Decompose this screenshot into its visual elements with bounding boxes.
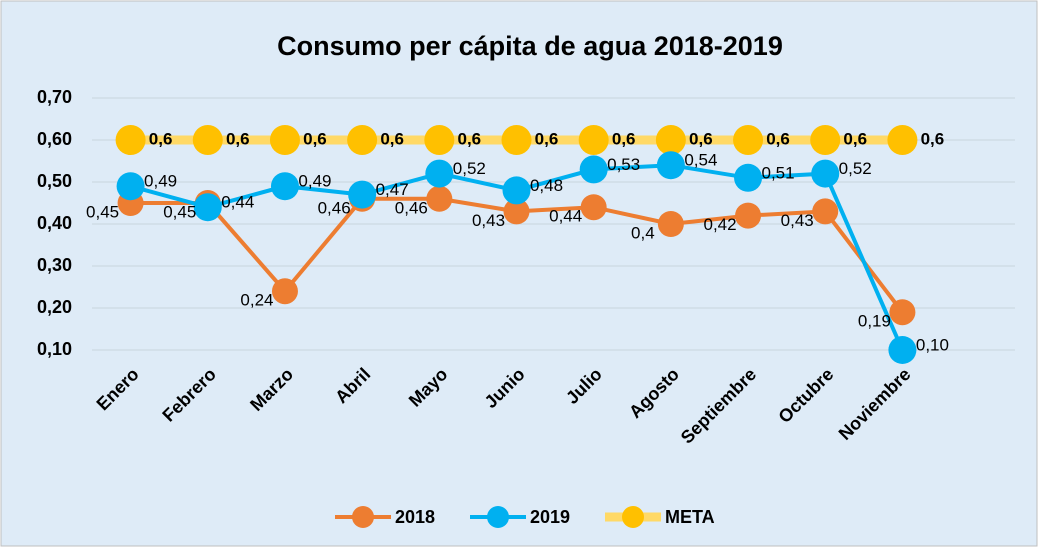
data-label: 0,6: [149, 129, 173, 148]
point-marker: [348, 180, 377, 209]
data-label: 0,6: [457, 129, 481, 148]
data-label: 0,44: [221, 193, 254, 212]
y-tick-label: 0,20: [37, 297, 72, 317]
legend-label: 2019: [530, 507, 570, 527]
point-marker: [270, 172, 299, 201]
data-label: 0,6: [689, 129, 713, 148]
legend-marker: [487, 506, 509, 528]
point-marker: [193, 193, 222, 222]
data-label: 0,53: [607, 155, 640, 174]
point-marker: [115, 125, 146, 155]
point-marker: [271, 278, 298, 305]
data-label: 0,46: [395, 198, 428, 217]
data-label: 0,19: [858, 312, 891, 331]
data-label: 0,43: [472, 211, 505, 230]
y-tick-label: 0,50: [37, 171, 72, 191]
point-marker: [656, 151, 685, 180]
data-label: 0,43: [781, 211, 814, 230]
data-label: 0,6: [612, 129, 636, 148]
data-label: 0,42: [703, 215, 736, 234]
point-marker: [580, 194, 607, 221]
point-marker: [503, 198, 530, 225]
y-tick-label: 0,60: [37, 129, 72, 149]
data-label: 0,46: [318, 198, 351, 217]
y-tick-label: 0,40: [37, 213, 72, 233]
point-marker: [425, 159, 454, 188]
point-marker: [424, 125, 455, 155]
data-label: 0,6: [380, 129, 404, 148]
data-label: 0,45: [163, 202, 196, 221]
point-marker: [887, 125, 918, 155]
y-tick-label: 0,30: [37, 255, 72, 275]
legend-marker: [622, 506, 644, 528]
point-marker: [192, 125, 223, 155]
data-label: 0,6: [303, 129, 327, 148]
data-label: 0,52: [839, 159, 872, 178]
point-marker: [733, 125, 764, 155]
data-label: 0,4: [631, 223, 655, 242]
legend-label: META: [665, 507, 715, 527]
point-marker: [116, 172, 145, 201]
point-marker: [811, 159, 840, 188]
point-marker: [812, 198, 839, 225]
point-marker: [657, 211, 684, 237]
data-label: 0,6: [921, 129, 945, 148]
point-marker: [888, 336, 917, 364]
data-label: 0,51: [761, 163, 794, 182]
point-marker: [889, 299, 916, 326]
point-marker: [578, 125, 609, 155]
point-marker: [579, 155, 608, 184]
data-label: 0,6: [535, 129, 559, 148]
point-marker: [502, 176, 531, 205]
data-label: 0,6: [226, 129, 250, 148]
data-label: 0,45: [86, 202, 119, 221]
data-label: 0,54: [684, 151, 717, 170]
point-marker: [655, 125, 686, 155]
data-label: 0,44: [549, 207, 582, 226]
point-marker: [735, 202, 762, 229]
legend-marker: [352, 506, 374, 528]
data-label: 0,49: [144, 172, 177, 191]
point-marker: [347, 125, 378, 155]
point-marker: [269, 125, 300, 155]
legend-label: 2018: [395, 507, 435, 527]
point-marker: [426, 185, 453, 212]
point-marker: [810, 125, 841, 155]
point-marker: [501, 125, 532, 155]
data-label: 0,24: [240, 291, 273, 310]
data-label: 0,10: [916, 335, 949, 354]
point-marker: [734, 163, 763, 192]
data-label: 0,49: [298, 172, 331, 191]
y-tick-label: 0,10: [37, 339, 72, 359]
chart-title: Consumo per cápita de agua 2018-2019: [277, 31, 783, 61]
data-label: 0,6: [766, 129, 790, 148]
data-label: 0,48: [530, 176, 563, 195]
data-label: 0,52: [453, 159, 486, 178]
data-label: 0,47: [376, 180, 409, 199]
data-label: 0,6: [843, 129, 867, 148]
y-tick-label: 0,70: [37, 87, 72, 107]
